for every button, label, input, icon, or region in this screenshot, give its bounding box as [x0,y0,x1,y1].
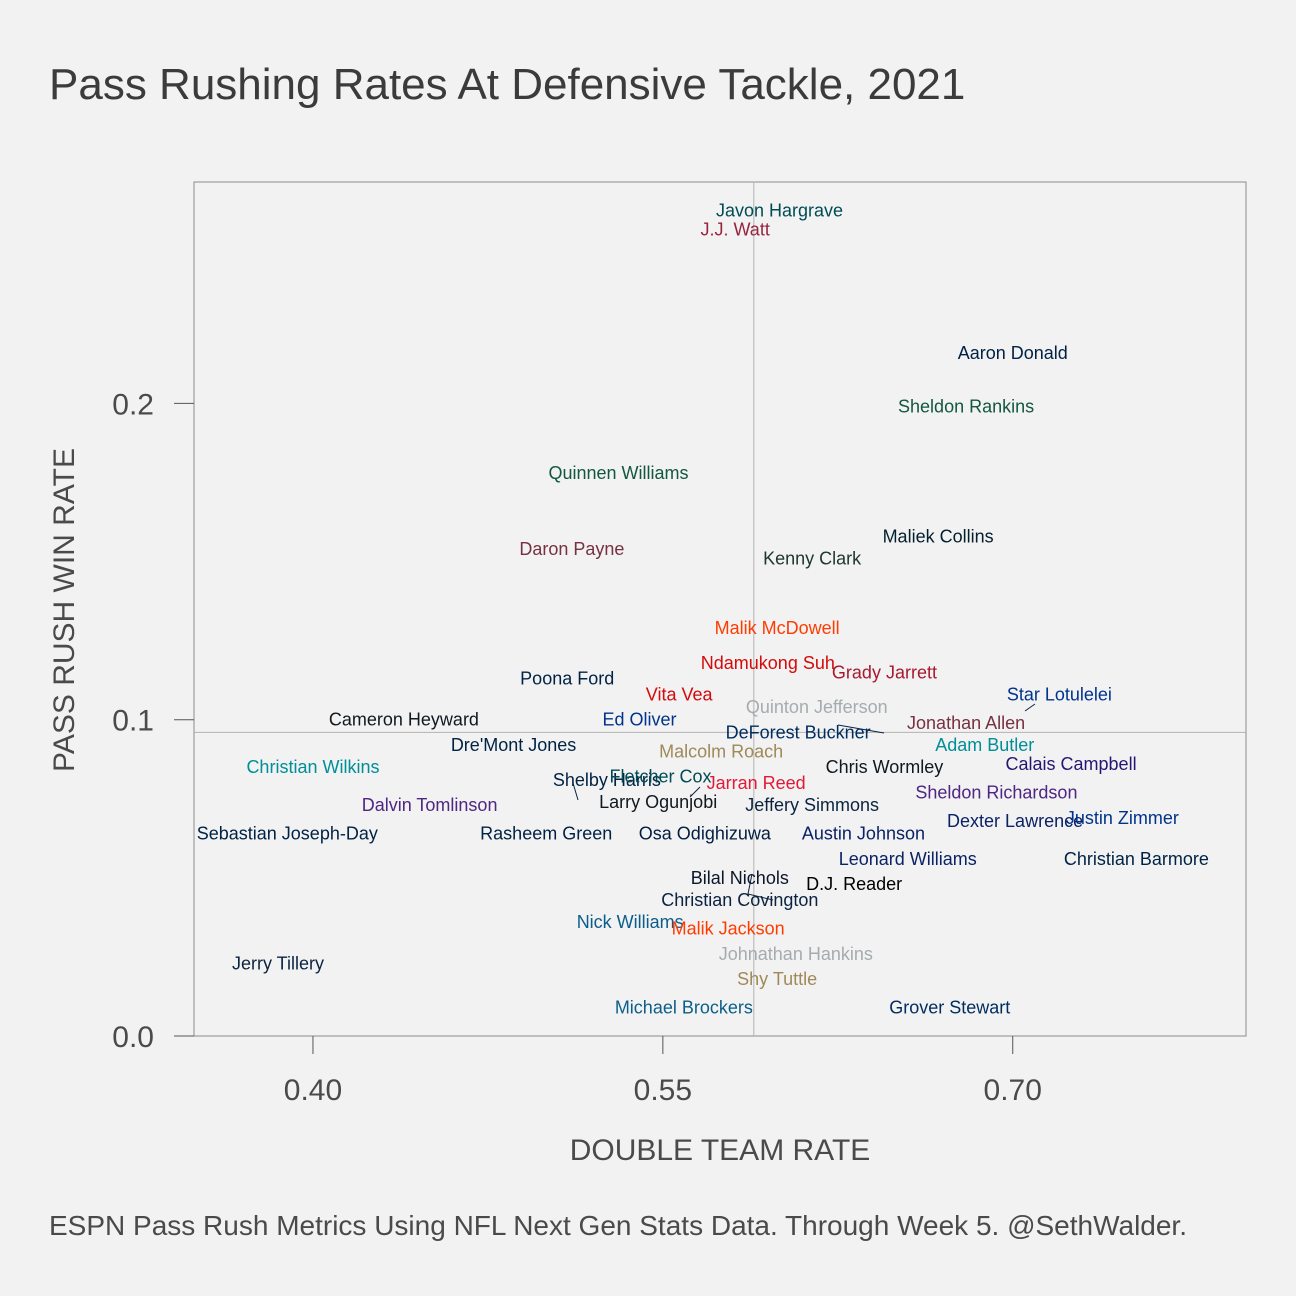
point-label: Quinton Jefferson [746,697,888,717]
point-label: Shy Tuttle [737,969,817,989]
label-leader-line [689,786,701,798]
point-label: Daron Payne [519,539,624,559]
reference-lines [194,182,1246,1036]
chart-caption: ESPN Pass Rush Metrics Using NFL Next Ge… [49,1210,1187,1241]
point-label: Grover Stewart [889,998,1010,1018]
y-axis: 0.0 0.1 0.2 [112,388,194,1054]
label-leader-line [572,782,579,801]
point-label: Bilal Nichols [691,868,789,888]
point-label: Michael Brockers [615,998,753,1018]
point-label: Malcolm Roach [659,741,783,761]
point-label: Quinnen Williams [549,463,689,483]
point-label: Jarran Reed [707,773,806,793]
point-label: Christian Covington [661,890,818,910]
point-label: Aaron Donald [958,343,1068,363]
point-label: Christian Barmore [1064,849,1209,869]
point-label: Dre'Mont Jones [451,735,577,755]
point-label: Jeffery Simmons [745,795,879,815]
x-tick-label: 0.70 [984,1074,1042,1107]
point-label: Poona Ford [520,669,614,689]
point-label: Justin Zimmer [1066,808,1179,828]
point-label: Malik McDowell [715,618,840,638]
label-leader-line [747,893,774,901]
point-label: Adam Butler [935,735,1034,755]
point-label: J.J. Watt [700,219,769,239]
y-tick-label: 0.2 [112,388,154,421]
point-label: Vita Vea [646,684,714,704]
x-axis: 0.40 0.55 0.70 [284,1036,1042,1107]
point-label: Johnathan Hankins [719,944,873,964]
point-label: Christian Wilkins [246,757,379,777]
point-label: Sheldon Rankins [898,397,1034,417]
point-label: Maliek Collins [883,526,994,546]
label-leader-line [837,724,885,734]
point-label: Kenny Clark [763,548,862,568]
point-label: Nick Williams [577,912,684,932]
point-label: Malik Jackson [672,918,785,938]
label-leader-line [1024,703,1036,712]
point-label: Dexter Lawrence [947,811,1083,831]
point-label: D.J. Reader [806,874,902,894]
point-label: Rasheem Green [480,824,612,844]
point-label: Cameron Heyward [329,710,479,730]
point-label: Shelby Harris [553,770,661,790]
point-label: Star Lotulelei [1007,684,1112,704]
point-label: Osa Odighizuwa [639,824,772,844]
point-label: Jerry Tillery [232,953,324,973]
point-label: Austin Johnson [802,824,925,844]
point-label: Chris Wormley [826,757,944,777]
chart-title: Pass Rushing Rates At Defensive Tackle, … [49,60,966,109]
point-label: DeForest Buckner [726,722,871,742]
x-tick-label: 0.55 [634,1074,692,1107]
point-label: Ed Oliver [603,710,677,730]
point-label: Jonathan Allen [907,713,1025,733]
leader-lines [572,703,1036,901]
point-label: Fletcher Cox [609,767,711,787]
point-label: Grady Jarrett [832,662,937,682]
y-tick-label: 0.1 [112,705,154,738]
point-label: Sebastian Joseph-Day [197,824,378,844]
point-label: Dalvin Tomlinson [362,795,498,815]
y-tick-label: 0.0 [112,1021,154,1054]
x-tick-label: 0.40 [284,1074,342,1107]
point-label: Leonard Williams [839,849,977,869]
y-axis-title: PASS RUSH WIN RATE [48,448,81,772]
point-label: Larry Ogunjobi [599,792,717,812]
x-axis-title: DOUBLE TEAM RATE [570,1134,871,1167]
point-label: Ndamukong Suh [701,653,835,673]
label-leader-line [747,873,753,895]
plot-panel [193,181,1247,1037]
point-label: Calais Campbell [1006,754,1137,774]
point-label: Javon Hargrave [716,200,843,220]
point-label: Sheldon Richardson [915,782,1077,802]
